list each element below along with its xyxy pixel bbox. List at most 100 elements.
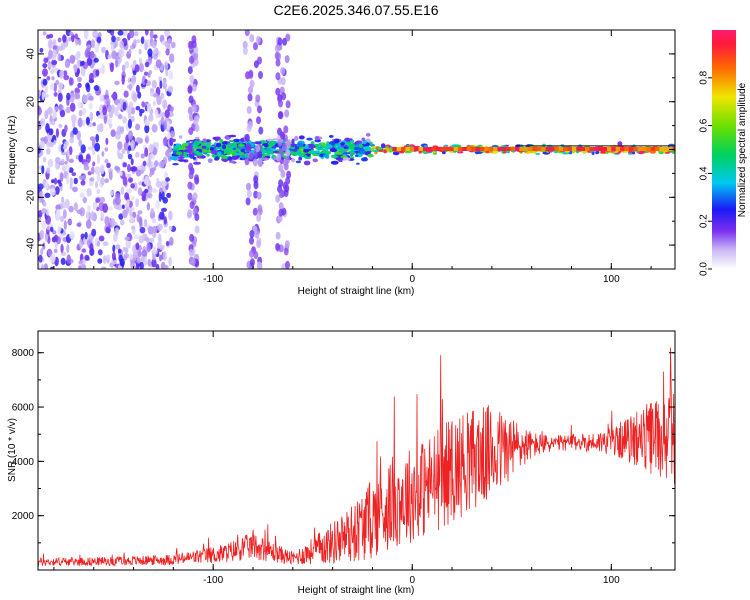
heatmap-cell [179,135,183,139]
heatmap-cell [42,68,48,77]
heatmap-cell [620,147,626,151]
heatmap-cell [123,90,129,98]
heatmap-cell [449,147,455,151]
y-tick-label: 20 [26,96,37,108]
heatmap-cell [194,213,200,221]
heatmap-cell [165,177,171,182]
heatmap-cell [171,138,176,143]
heatmap-cell [75,38,79,46]
heatmap-cell [501,147,507,151]
heatmap-cell [97,114,104,119]
heatmap-cell [207,158,213,164]
heatmap-cell [194,174,199,183]
heatmap-cell [164,171,168,180]
x-tick-label: 0 [409,274,415,285]
heatmap-cell [457,151,464,154]
heatmap-cell [57,92,63,103]
heatmap-cell [155,181,162,188]
heatmap-cell [81,107,87,116]
heatmap-cell [135,123,141,131]
heatmap-cell [256,191,262,200]
heatmap-cell [47,142,53,147]
heatmap-cell [62,165,67,172]
heatmap-cell [127,112,132,119]
heatmap-cell [283,159,289,168]
heatmap-cell [163,216,167,225]
heatmap-cell [99,164,105,175]
heatmap-cell [114,107,119,117]
heatmap-cell [409,147,415,151]
heatmap-cell [233,138,241,143]
heatmap-cell [189,75,195,84]
heatmap-cell [121,148,126,155]
heatmap-cell [132,250,138,258]
heatmap-cell [64,124,68,133]
heatmap-cell [40,248,44,255]
heatmap-cell [151,40,157,49]
heatmap-cell [129,211,133,217]
heatmap-cell [138,48,142,55]
heatmap-cell [147,258,151,267]
heatmap-cell [141,101,145,108]
heatmap-cell [148,143,154,153]
heatmap-cell [152,245,157,255]
figure-title: C2E6.2025.346.07.55.E16 [273,2,438,18]
heatmap-cell [216,151,222,156]
heatmap-cell [105,226,110,234]
heatmap-cell [84,48,90,58]
heatmap-cell [100,196,106,203]
heatmap-cell [152,101,156,106]
heatmap-cell [49,114,53,122]
heatmap-cell [158,211,165,220]
heatmap-cell [118,213,124,220]
heatmap-cell [505,150,511,154]
heatmap-cell [510,147,516,151]
heatmap-cell [106,162,111,169]
heatmap-cell [55,79,59,86]
heatmap-cell [637,147,643,151]
heatmap-cell [40,196,44,203]
heatmap-cell [42,242,46,250]
heatmap-cell [615,147,621,151]
heatmap-cell [256,213,262,222]
heatmap-cell [87,44,91,49]
heatmap-cell [576,147,582,151]
heatmap-cell [155,141,159,151]
heatmap-cell [281,263,287,269]
heatmap-cell [147,157,152,168]
heatmap-cell [165,48,170,56]
heatmap-cell [144,30,149,36]
heatmap-cell [80,144,86,154]
heatmap-cell [109,190,114,196]
heatmap-cell [58,144,62,153]
heatmap-cell [122,101,127,111]
heatmap-cell [106,206,113,211]
heatmap-cell [554,147,560,151]
heatmap-cell [130,76,135,87]
heatmap-cell [66,92,71,101]
heatmap-cell [188,162,194,171]
heatmap-cell [284,109,290,118]
heatmap-cell [65,163,70,173]
heatmap-cell [631,151,636,155]
heatmap-cell [160,116,165,126]
heatmap-cell [144,39,149,50]
heatmap-cell [196,138,200,142]
heatmap-cell [330,154,339,159]
heatmap-cell [354,146,359,151]
heatmap-cell [114,227,120,237]
heatmap-cell [55,204,61,211]
heatmap-cell [187,85,193,94]
heatmap-cell [311,153,319,156]
heatmap-cell [315,147,324,150]
heatmap-cell [244,133,250,142]
heatmap-cell [168,210,173,221]
heatmap-cell [42,156,47,163]
heatmap-cell [45,123,50,133]
heatmap-cell [655,147,661,151]
heatmap-cell [101,46,106,54]
heatmap-cell [92,201,98,211]
heatmap-cell [164,62,169,71]
heatmap-cell [135,105,141,111]
heatmap-cell [222,141,227,145]
